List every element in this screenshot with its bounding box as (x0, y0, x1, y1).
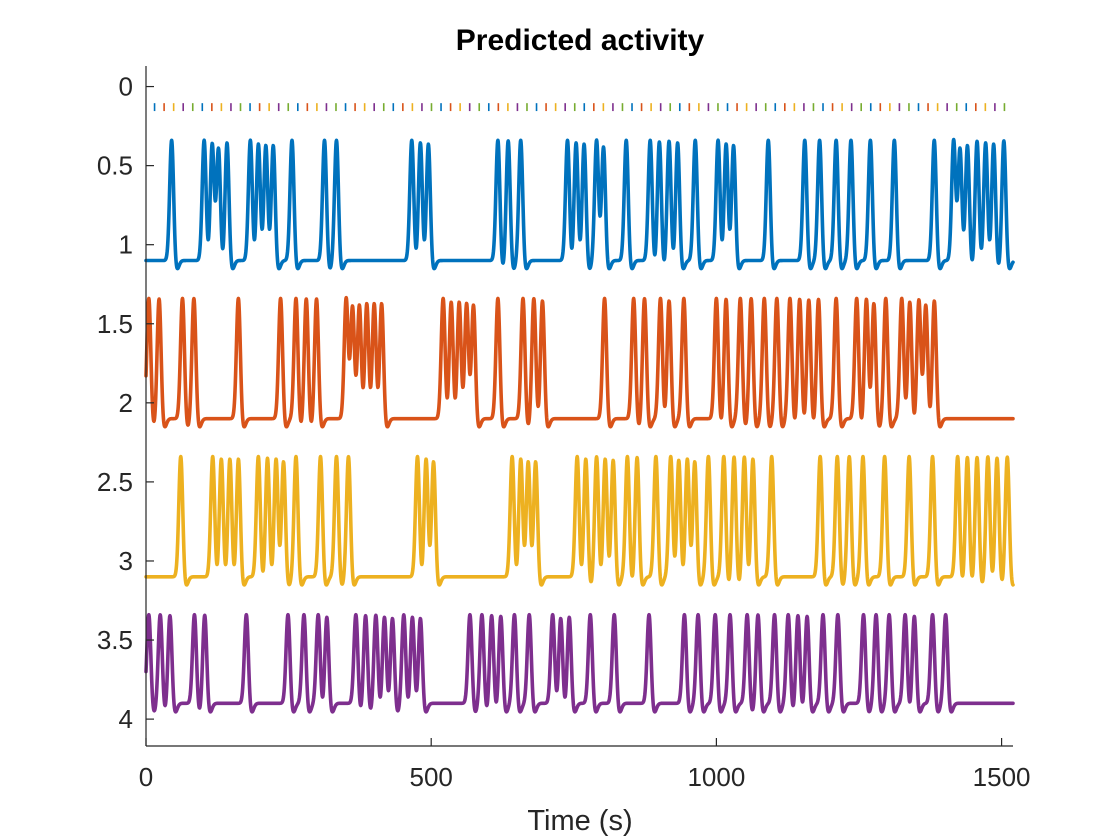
x-tick-label: 0 (139, 762, 153, 792)
series-line-1 (144, 137, 1015, 271)
activity-traces (144, 137, 1015, 714)
y-axis-ticks: 0 0.5 1 1.5 2 2.5 3 3.5 4 (97, 72, 154, 734)
x-tick-label: 500 (410, 762, 453, 792)
series-line-2 (144, 295, 1015, 429)
x-tick-label: 1500 (973, 762, 1031, 792)
y-tick-label: 2.5 (97, 467, 133, 497)
chart-title: Predicted activity (456, 24, 705, 57)
y-tick-label: 3 (119, 546, 133, 576)
series-line-3 (144, 454, 1015, 587)
y-tick-label: 1.5 (97, 309, 133, 339)
y-tick-label: 0 (119, 72, 133, 102)
x-axis-title: Time (s) (527, 805, 632, 837)
y-tick-label: 2 (119, 388, 133, 418)
axes (145, 66, 1013, 747)
event-raster (153, 103, 1006, 112)
x-tick-label: 1000 (687, 762, 745, 792)
series-line-4 (144, 612, 1015, 714)
y-tick-label: 0.5 (97, 151, 133, 181)
x-axis-ticks: 0 500 1000 1500 (139, 738, 1031, 792)
y-tick-label: 3.5 (97, 625, 133, 655)
y-tick-label: 1 (119, 230, 133, 260)
y-tick-label: 4 (119, 704, 133, 734)
